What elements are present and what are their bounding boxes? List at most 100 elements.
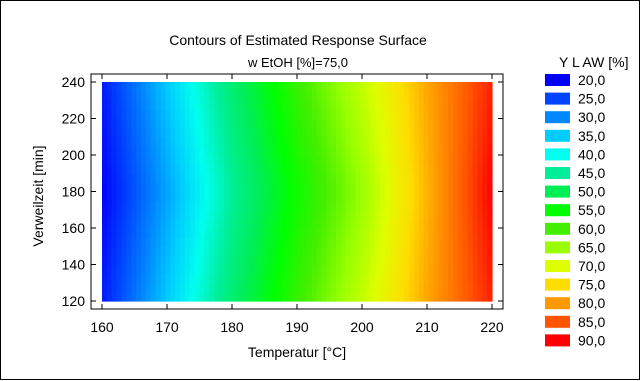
surface-cell [336, 282, 342, 293]
surface-cell [365, 255, 371, 266]
surface-cell [165, 136, 171, 147]
surface-cell [214, 164, 220, 174]
surface-cell [277, 164, 283, 174]
surface-cell [399, 237, 405, 247]
surface-cell [219, 282, 225, 293]
surface-cell [399, 282, 405, 293]
surface-cell [453, 145, 459, 156]
surface-cell [404, 209, 410, 220]
surface-cell [126, 100, 132, 110]
surface-cell [375, 109, 381, 120]
surface-cell [223, 200, 230, 211]
surface-cell [370, 164, 376, 174]
surface-cell [131, 273, 137, 284]
surface-cell [223, 118, 230, 129]
surface-cell [262, 91, 269, 101]
surface-cell [487, 145, 493, 156]
surface-cell [287, 291, 293, 302]
surface-cell [394, 228, 400, 238]
surface-cell [433, 291, 439, 302]
surface-cell [106, 118, 113, 129]
surface-cell [360, 228, 366, 238]
surface-cell [160, 155, 166, 165]
surface-cell [262, 264, 269, 275]
surface-cell [321, 264, 327, 275]
surface-cell [248, 109, 254, 120]
surface-cell [433, 200, 439, 211]
surface-cell [238, 200, 244, 211]
legend-swatch [545, 74, 570, 86]
surface-cell [355, 191, 361, 202]
surface-cell [370, 173, 376, 183]
surface-cell [375, 145, 381, 156]
surface-cell [467, 291, 474, 302]
surface-cell [462, 127, 469, 138]
surface-cell [262, 200, 269, 211]
surface-cell [326, 182, 332, 193]
surface-cell [389, 200, 396, 211]
surface-cell [336, 91, 342, 101]
surface-cell [467, 209, 474, 220]
surface-cell [277, 155, 283, 165]
surface-cell [121, 191, 127, 202]
surface-cell [321, 91, 327, 101]
surface-cell [272, 109, 279, 120]
surface-cell [370, 118, 376, 129]
surface-cell [170, 273, 176, 284]
surface-cell [301, 291, 308, 302]
surface-cell [389, 218, 396, 229]
surface-cell [336, 127, 342, 138]
surface-cell [267, 228, 274, 238]
surface-cell [272, 246, 279, 256]
surface-cell [102, 173, 108, 183]
surface-cell [258, 191, 264, 202]
surface-cell [472, 282, 478, 293]
surface-cell [155, 228, 162, 238]
surface-cell [126, 246, 132, 256]
surface-cell [282, 246, 288, 256]
surface-cell [126, 155, 132, 165]
surface-cell [384, 109, 391, 120]
surface-cell [423, 291, 430, 302]
surface-cell [170, 246, 176, 256]
surface-cell [175, 145, 181, 156]
surface-cell [150, 164, 157, 174]
surface-cell [321, 82, 327, 92]
surface-cell [394, 273, 400, 284]
surface-cell [414, 291, 420, 302]
surface-cell [360, 173, 366, 183]
surface-cell [423, 118, 430, 129]
surface-cell [111, 200, 118, 211]
surface-cell [418, 173, 425, 183]
surface-cell [106, 273, 113, 284]
surface-cell [355, 200, 361, 211]
surface-cell [165, 100, 171, 110]
surface-cell [184, 273, 191, 284]
surface-cell [141, 109, 147, 120]
surface-cell [262, 291, 269, 302]
surface-cell [126, 145, 132, 156]
surface-cell [404, 273, 410, 284]
surface-cell [340, 218, 347, 229]
surface-cell [282, 237, 288, 247]
surface-cell [384, 145, 391, 156]
surface-cell [248, 91, 254, 101]
surface-cell [399, 155, 405, 165]
surface-cell [423, 182, 430, 193]
surface-cell [394, 282, 400, 293]
surface-cell [482, 109, 488, 120]
surface-cell [214, 118, 220, 129]
surface-cell [150, 173, 157, 183]
surface-cell [204, 282, 210, 293]
surface-cell [116, 82, 123, 92]
surface-cell [462, 118, 469, 129]
surface-cell [457, 191, 464, 202]
surface-cell [102, 273, 108, 284]
surface-cell [141, 264, 147, 275]
surface-cell [116, 200, 123, 211]
surface-cell [189, 118, 196, 129]
surface-cell [111, 237, 118, 247]
surface-cell [375, 200, 381, 211]
surface-cell [438, 118, 444, 129]
surface-cell [389, 91, 396, 101]
